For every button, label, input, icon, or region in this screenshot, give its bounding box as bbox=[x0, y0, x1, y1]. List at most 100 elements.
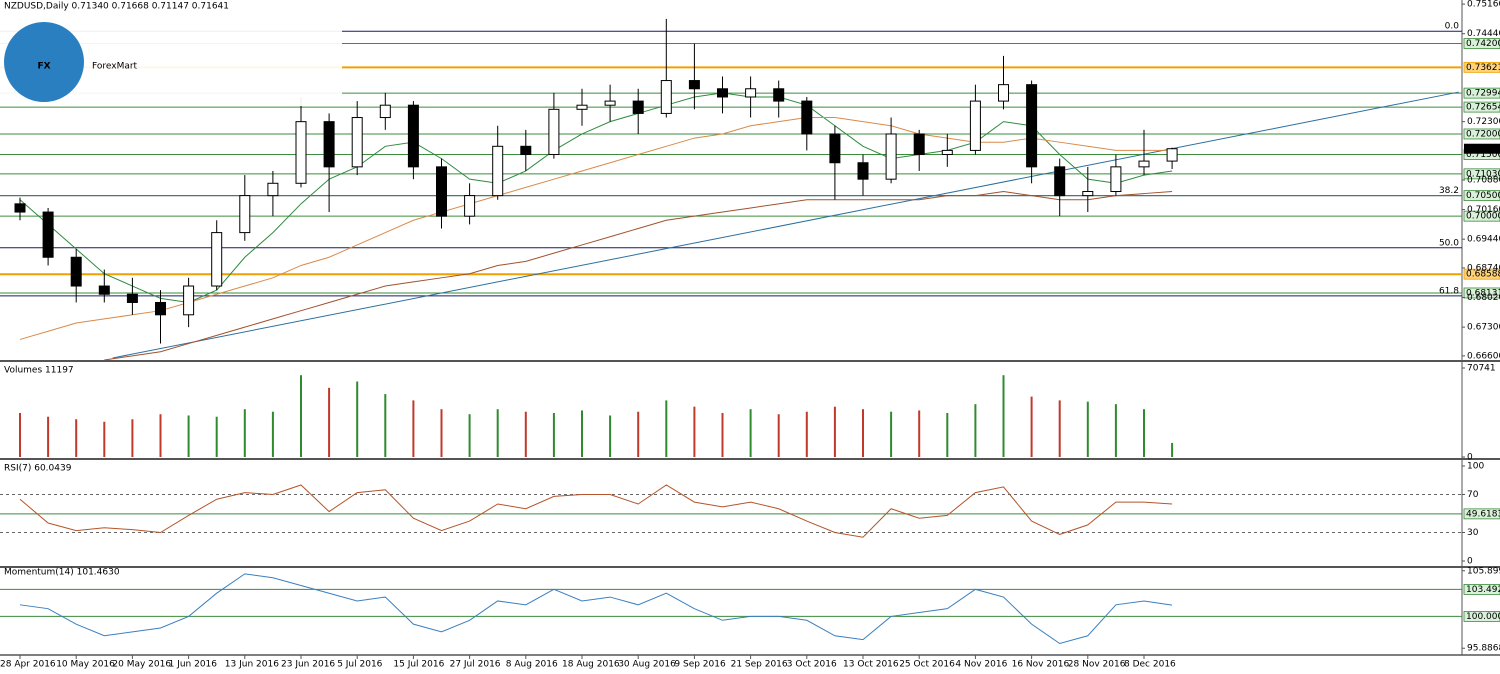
pane-borders bbox=[0, 0, 1500, 656]
level-label-box bbox=[1463, 210, 1500, 222]
candle-body bbox=[857, 162, 869, 180]
volume-bar bbox=[47, 416, 50, 457]
x-tick-label: 20 May 2016 bbox=[112, 660, 171, 670]
volume-bar bbox=[19, 412, 21, 457]
x-tick-label: 13 Oct 2016 bbox=[843, 660, 899, 670]
logo-text: ForexMart bbox=[92, 62, 138, 72]
level-label: 49.6183 bbox=[1466, 509, 1500, 519]
volume-bar bbox=[890, 411, 893, 457]
pane-title: NZDUSD,Daily 0.71340 0.71668 0.71147 0.7… bbox=[4, 2, 229, 12]
volume-bar bbox=[665, 400, 668, 457]
level-label-box bbox=[1463, 583, 1500, 595]
x-tick-label: 21 Sep 2016 bbox=[731, 660, 788, 670]
y-tick-label: 105.8993 bbox=[1467, 566, 1500, 576]
level-label: 0.68588 bbox=[1466, 270, 1500, 280]
volume-bar bbox=[581, 410, 583, 457]
x-tick-label: 13 Jun 2016 bbox=[225, 660, 279, 670]
logo-circle bbox=[4, 22, 84, 102]
candle-body bbox=[773, 88, 785, 102]
x-tick-label: 3 Oct 2016 bbox=[787, 660, 837, 670]
candle-body bbox=[70, 256, 82, 287]
volume-bar bbox=[412, 400, 415, 457]
volume-bar bbox=[1171, 442, 1174, 457]
last-price-box bbox=[1464, 143, 1500, 154]
volume-bar bbox=[524, 411, 527, 457]
x-tick-label: 4 Nov 2016 bbox=[955, 660, 1007, 670]
candle-body bbox=[660, 80, 672, 114]
candle-body bbox=[520, 145, 532, 156]
level-label-box bbox=[1463, 287, 1500, 299]
fib-label: 50.0 bbox=[1439, 238, 1459, 248]
candle-body bbox=[492, 145, 504, 197]
candle-body bbox=[576, 104, 588, 110]
candle-body bbox=[801, 100, 813, 135]
candle-body bbox=[1166, 148, 1178, 162]
x-tick-label: 23 Jun 2016 bbox=[281, 660, 335, 670]
candle-body bbox=[98, 285, 110, 295]
x-tick-label: 10 May 2016 bbox=[56, 660, 115, 670]
pane-title: RSI(7) 60.0439 bbox=[4, 464, 72, 474]
volume-bar bbox=[1030, 396, 1033, 457]
volume-bar bbox=[187, 415, 190, 457]
candle-body bbox=[464, 195, 476, 217]
volume-bar bbox=[215, 416, 218, 457]
logo-mark: FX bbox=[37, 62, 50, 72]
volume-bar bbox=[946, 412, 949, 457]
candle-body bbox=[239, 195, 251, 234]
candle-body bbox=[829, 133, 841, 164]
last-price-label: 0.71641 bbox=[1466, 144, 1500, 154]
volume-bar bbox=[159, 414, 162, 457]
volume-bar bbox=[552, 412, 555, 457]
level-label: 0.68131 bbox=[1466, 288, 1500, 298]
x-tick-label: 9 Sep 2016 bbox=[674, 660, 726, 670]
candle-body bbox=[14, 203, 26, 213]
candle-body bbox=[295, 121, 307, 184]
candle-body bbox=[323, 121, 335, 168]
volume-bar bbox=[243, 409, 246, 457]
y-tick-label: 70741 bbox=[1467, 364, 1496, 374]
volume-bar bbox=[693, 406, 696, 457]
level-label-box bbox=[1463, 61, 1500, 73]
x-tick-label: 18 Aug 2016 bbox=[562, 660, 620, 670]
volume-bar bbox=[300, 375, 302, 457]
fib-label: 61.8 bbox=[1439, 286, 1459, 296]
level-label: 103.4924 bbox=[1466, 585, 1500, 595]
candle-body bbox=[407, 104, 419, 168]
candle-body bbox=[1110, 166, 1122, 193]
volume-bar bbox=[974, 404, 977, 457]
level-label-box bbox=[1463, 87, 1500, 99]
level-label-box bbox=[1463, 611, 1500, 622]
candle-body bbox=[941, 149, 953, 156]
candle-body bbox=[155, 301, 166, 316]
x-tick-label: 5 Jul 2016 bbox=[337, 660, 382, 670]
candle-body bbox=[126, 293, 138, 303]
level-label: 0.72654 bbox=[1466, 103, 1500, 113]
x-tick-label: 8 Dec 2016 bbox=[1124, 660, 1176, 670]
candle-body bbox=[688, 80, 700, 90]
level-label-box bbox=[1463, 190, 1500, 202]
candle-body bbox=[379, 104, 391, 119]
volume-bar bbox=[637, 411, 640, 457]
volume-bar bbox=[440, 409, 443, 457]
level-label: 100.0000 bbox=[1466, 612, 1500, 622]
volume-bar bbox=[356, 381, 359, 457]
candle-body bbox=[1138, 160, 1150, 168]
price-plot bbox=[0, 18, 1462, 360]
fib-label: 38.2 bbox=[1439, 186, 1459, 196]
level-label-box bbox=[1463, 268, 1500, 280]
indicator-line bbox=[19, 484, 1173, 538]
volume-bar bbox=[777, 414, 780, 457]
volume-bar bbox=[805, 411, 808, 457]
level-label: 0.71500 bbox=[1466, 150, 1500, 160]
x-tick-label: 28 Apr 2016 bbox=[0, 660, 56, 670]
volume-bar bbox=[721, 412, 724, 457]
pane-title: Momentum(14) 101.4630 bbox=[4, 568, 120, 578]
